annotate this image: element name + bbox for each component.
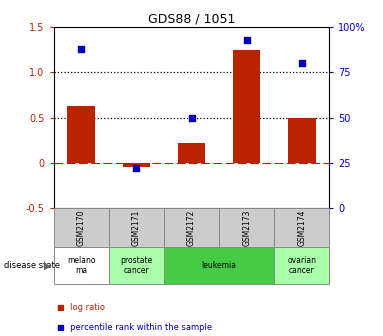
Bar: [219, 208, 274, 247]
Bar: [178, 143, 205, 163]
Bar: [109, 208, 164, 247]
Text: GSM2171: GSM2171: [132, 209, 141, 246]
Bar: [123, 163, 150, 167]
Text: ovarian
cancer: ovarian cancer: [287, 256, 316, 275]
Bar: [233, 49, 260, 163]
Bar: [67, 106, 95, 163]
Text: GSM2172: GSM2172: [187, 209, 196, 246]
Text: melano
ma: melano ma: [67, 256, 95, 275]
Bar: [164, 247, 274, 284]
Bar: [274, 247, 329, 284]
Text: ■  percentile rank within the sample: ■ percentile rank within the sample: [57, 323, 213, 332]
Text: GSM2173: GSM2173: [242, 209, 251, 246]
Text: ■  log ratio: ■ log ratio: [57, 303, 105, 312]
Text: leukemia: leukemia: [201, 261, 237, 270]
Bar: [288, 118, 316, 163]
Text: GSM2170: GSM2170: [77, 209, 86, 246]
Bar: [109, 247, 164, 284]
Point: [133, 166, 139, 171]
Point: [299, 60, 305, 66]
Bar: [274, 208, 329, 247]
Text: ▶: ▶: [44, 260, 52, 270]
Point: [188, 115, 195, 120]
Title: GDS88 / 1051: GDS88 / 1051: [148, 13, 235, 26]
Point: [78, 46, 84, 51]
Text: prostate
cancer: prostate cancer: [120, 256, 152, 275]
Point: [244, 37, 250, 42]
Bar: [164, 208, 219, 247]
Bar: [54, 208, 109, 247]
Bar: [54, 247, 109, 284]
Text: disease state: disease state: [4, 261, 60, 270]
Text: GSM2174: GSM2174: [297, 209, 306, 246]
